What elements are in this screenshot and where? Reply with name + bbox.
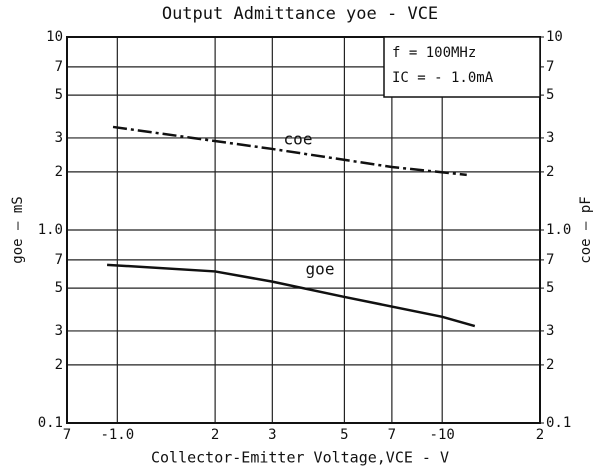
- y2-tick-label: 1.0: [546, 222, 571, 238]
- y2-tick-label: 3: [546, 130, 554, 146]
- x-tick-label: 2: [211, 427, 219, 443]
- x-tick-label: 2: [536, 427, 544, 443]
- y2-tick-label: 3: [546, 323, 554, 339]
- y-tick-label: 1.0: [38, 222, 63, 238]
- y2-tick-label: 5: [546, 280, 554, 296]
- line-series: [107, 263, 476, 328]
- y2-tick-label: 7: [546, 252, 554, 268]
- x-tick-label: -10: [430, 427, 455, 443]
- y-tick-label: 5: [55, 280, 63, 296]
- line-series: [112, 125, 467, 177]
- series-label: coe: [284, 130, 313, 149]
- y2-tick-label: 5: [546, 87, 554, 103]
- series-label: goe: [306, 260, 335, 279]
- y-tick-label: 7: [55, 59, 63, 75]
- x-tick-label: 3: [268, 427, 276, 443]
- y-tick-label: 3: [55, 323, 63, 339]
- y-tick-label: 2: [55, 164, 63, 180]
- y2-tick-label: 7: [546, 59, 554, 75]
- annotation: f = 100MHz: [392, 45, 476, 61]
- annotation: IC = - 1.0mA: [392, 70, 494, 86]
- y-tick-label: 3: [55, 130, 63, 146]
- y-axis-label: goe — mS: [10, 196, 26, 263]
- y-tick-label: 0.1: [38, 415, 63, 431]
- y-tick-label: 5: [55, 87, 63, 103]
- y-tick-label: 10: [46, 29, 63, 45]
- y2-tick-label: 10: [546, 29, 563, 45]
- y2-axis-label: coe — pF: [578, 196, 594, 263]
- chart-title: Output Admittance yoe - VCE: [162, 4, 438, 24]
- x-axis-label: Collector-Emitter Voltage,VCE - V: [151, 449, 449, 467]
- y-tick-label: 7: [55, 252, 63, 268]
- x-tick-label: 7: [388, 427, 396, 443]
- y2-tick-label: 2: [546, 357, 554, 373]
- y2-tick-label: 0.1: [546, 415, 571, 431]
- x-tick-label: 5: [340, 427, 348, 443]
- annotation-box: [383, 36, 541, 98]
- y-tick-label: 2: [55, 357, 63, 373]
- x-tick-label: 7: [63, 427, 71, 443]
- x-tick-label: -1.0: [100, 427, 134, 443]
- y2-tick-label: 2: [546, 164, 554, 180]
